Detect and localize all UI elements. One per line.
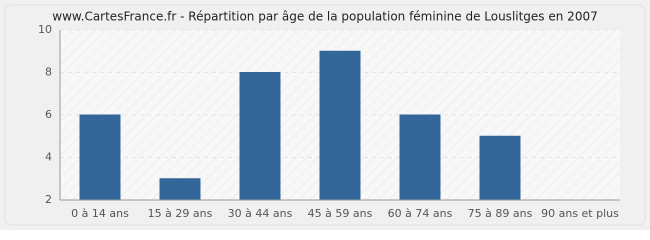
x-tick-label: 15 à 29 ans bbox=[148, 207, 213, 220]
y-tick-label: 10 bbox=[38, 23, 52, 36]
chart-title: www.CartesFrance.fr - Répartition par âg… bbox=[52, 10, 597, 24]
bar bbox=[239, 72, 281, 201]
x-tick-label: 75 à 89 ans bbox=[468, 207, 533, 220]
y-tick-label: 6 bbox=[45, 108, 52, 121]
x-tick-label: 30 à 44 ans bbox=[228, 207, 293, 220]
bar bbox=[159, 178, 201, 201]
page: {"chart_data": {"type": "bar", "title": … bbox=[0, 0, 650, 230]
y-tick-label: 4 bbox=[45, 151, 52, 164]
bar bbox=[399, 114, 441, 201]
x-tick-label: 60 à 74 ans bbox=[388, 207, 453, 220]
x-tick-label: 90 ans et plus bbox=[541, 207, 619, 220]
bar bbox=[479, 135, 521, 201]
chart: www.CartesFrance.fr - Répartition par âg… bbox=[0, 0, 650, 230]
bar bbox=[79, 114, 121, 201]
y-tick-label: 2 bbox=[45, 193, 52, 206]
x-tick-label: 45 à 59 ans bbox=[308, 207, 373, 220]
y-tick-label: 8 bbox=[45, 66, 52, 79]
x-tick-label: 0 à 14 ans bbox=[71, 207, 129, 220]
bar bbox=[319, 50, 361, 201]
